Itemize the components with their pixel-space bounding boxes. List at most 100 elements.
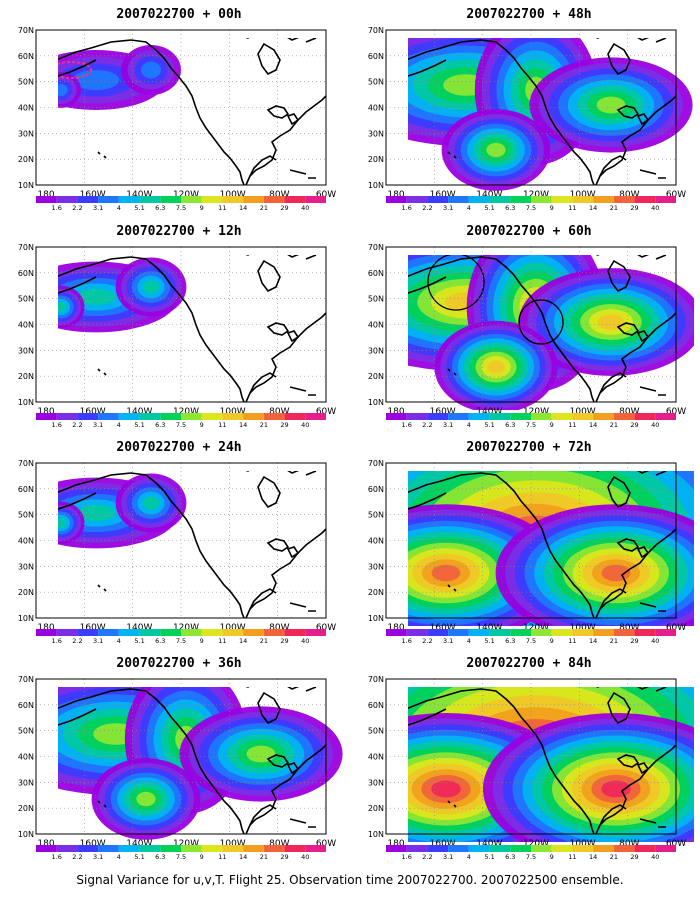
colorbar-swatch [489, 629, 511, 636]
colorbar-label: 3.1 [93, 853, 103, 861]
x-tick-label: 60W [666, 407, 686, 417]
colorbar-label: 29 [280, 204, 288, 212]
colorbar-label: 21 [260, 853, 268, 861]
x-tick-label: 120W [173, 623, 199, 633]
colorbar-swatch [468, 196, 490, 203]
panel-title: 2007022700 + 84h [466, 656, 592, 671]
x-tick-label: 120W [523, 839, 549, 849]
panel-title: 2007022700 + 12h [116, 224, 242, 239]
colorbar-label: 1.6 [402, 853, 412, 861]
colorbar-swatch [593, 196, 614, 203]
y-tick-label: 50N [368, 511, 384, 520]
x-tick-label: 160W [80, 623, 106, 633]
colorbar-swatch [613, 196, 635, 203]
coastline-segment [257, 259, 281, 293]
map-panel-48h: 2007022700 + 48h 70N 60N 50N 40N 30N 20N 10N 18… [364, 6, 694, 216]
y-tick-label: 40N [18, 104, 34, 113]
x-tick-label: 120W [523, 190, 549, 200]
colorbar-swatch [406, 629, 428, 636]
plot-frame [385, 29, 677, 186]
colorbar-swatch [118, 629, 140, 636]
coastline-segment [266, 322, 300, 343]
colorbar-swatch [386, 413, 407, 420]
y-tick-label: 50N [368, 727, 384, 736]
colorbar-swatch [36, 413, 57, 420]
y-tick-label: 60N [18, 269, 34, 278]
coastline-segment [245, 255, 317, 260]
colorbar-label: 11 [568, 421, 576, 429]
colorbar-label: 29 [280, 853, 288, 861]
y-tick-label: 30N [18, 129, 34, 138]
colorbar-label: 5.1 [134, 853, 144, 861]
colorbar-swatch [386, 196, 407, 203]
colorbar-label: 11 [568, 637, 576, 645]
colorbar-label: 1.6 [402, 421, 412, 429]
colorbar-label: 29 [630, 421, 638, 429]
colorbar-label: 29 [630, 204, 638, 212]
coastline-segment [616, 538, 650, 559]
x-tick-label: 180 [37, 407, 54, 417]
colorbar-label: 11 [218, 421, 226, 429]
colorbar-label: 11 [218, 637, 226, 645]
colorbar-swatch [572, 845, 594, 852]
coastline-segment [58, 39, 245, 186]
variance-contour [76, 504, 116, 522]
colorbar-swatch [634, 845, 656, 852]
colorbar-swatch [427, 413, 449, 420]
colorbar-swatch [531, 196, 552, 203]
coastline-segment [249, 155, 277, 177]
colorbar-swatch [118, 196, 140, 203]
colorbar-swatch [655, 196, 676, 203]
variance-contour [136, 791, 156, 807]
x-tick-label: 160W [80, 190, 106, 200]
colorbar-swatch [634, 413, 656, 420]
variance-contour [597, 314, 625, 330]
x-tick-label: 80W [269, 839, 289, 849]
x-tick-label: 60W [316, 839, 336, 849]
coastline-segment [616, 754, 650, 775]
colorbar-swatch [489, 413, 511, 420]
colorbar-swatch [222, 629, 244, 636]
colorbar-label: 9 [200, 637, 204, 645]
coastline-segment [599, 588, 627, 610]
colorbar-label: 9 [550, 204, 554, 212]
colorbar-label: 11 [218, 853, 226, 861]
y-tick-label: 40N [18, 537, 34, 546]
coastline-segment [245, 312, 327, 403]
coastline-segment [289, 169, 316, 179]
coastline-segment [607, 691, 631, 725]
coastline-segment [408, 39, 595, 186]
sensitive-region-circle [518, 299, 564, 345]
colorbar-swatch [427, 196, 449, 203]
colorbar-swatch [551, 196, 573, 203]
colorbar-label: 29 [280, 421, 288, 429]
coastline [58, 38, 327, 186]
colorbar-label: 40 [651, 637, 659, 645]
coastline-segment [58, 688, 245, 835]
coastline-segment [595, 312, 677, 403]
colorbar-swatch [468, 413, 490, 420]
variance-contour [601, 564, 631, 582]
coastline-segment [249, 372, 277, 394]
colorbar-label: 14 [589, 637, 597, 645]
colorbar-swatch [448, 196, 469, 203]
coastline-segment [408, 708, 447, 726]
panel-title: 2007022700 + 24h [116, 440, 242, 455]
y-tick-label: 20N [18, 372, 34, 381]
colorbar-label: 6.3 [505, 853, 515, 861]
colorbar-swatch [510, 845, 531, 852]
colorbar-swatch [36, 629, 57, 636]
variance-contour [58, 518, 67, 528]
y-tick-label: 10N [368, 398, 384, 407]
colorbar-label: 40 [651, 204, 659, 212]
coastline [408, 38, 677, 186]
colorbar-label: 3.1 [443, 421, 453, 429]
map-panel-36h: 2007022700 + 36h 70N 60N 50N 40N 30N 20N 10N 18… [14, 655, 344, 865]
coastline-segment [289, 602, 316, 612]
coastline-segment [257, 42, 281, 76]
